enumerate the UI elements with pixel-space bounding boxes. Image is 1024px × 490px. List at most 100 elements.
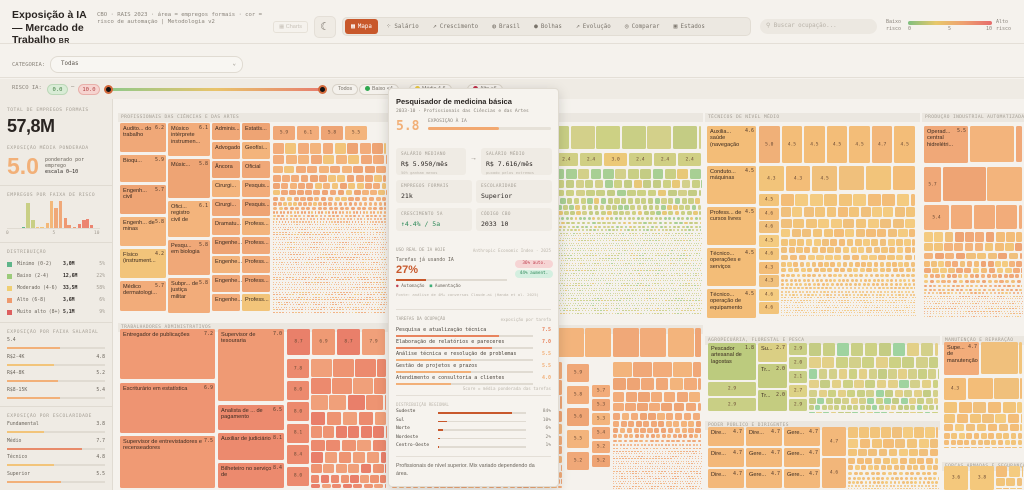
treemap-tile[interactable] xyxy=(668,217,671,220)
treemap-tile[interactable] xyxy=(582,268,583,269)
treemap-tile[interactable] xyxy=(286,259,288,260)
treemap-tile[interactable] xyxy=(314,272,315,273)
treemap-tile[interactable] xyxy=(303,287,304,288)
occupation-tile[interactable]: Adminis... xyxy=(212,123,240,140)
treemap-tile[interactable] xyxy=(276,304,277,305)
treemap-tile[interactable] xyxy=(597,240,599,241)
treemap-tile[interactable] xyxy=(331,294,333,295)
treemap-tile[interactable] xyxy=(668,198,673,204)
treemap-tile[interactable] xyxy=(609,233,611,234)
treemap-tile[interactable] xyxy=(669,226,672,228)
treemap-tile[interactable] xyxy=(360,143,371,154)
treemap-tile[interactable] xyxy=(321,234,323,235)
treemap-tile[interactable] xyxy=(614,198,619,204)
treemap-tile[interactable] xyxy=(590,250,591,251)
treemap-tile[interactable] xyxy=(640,238,641,239)
treemap-tile[interactable] xyxy=(576,268,577,269)
treemap-tile[interactable] xyxy=(641,265,642,266)
treemap-tile[interactable] xyxy=(640,235,641,236)
treemap-tile[interactable] xyxy=(382,262,383,263)
treemap-tile[interactable] xyxy=(383,287,384,288)
treemap-tile[interactable] xyxy=(322,284,323,285)
treemap-tile[interactable] xyxy=(647,268,648,269)
treemap-tile[interactable] xyxy=(345,247,346,248)
treemap-tile[interactable] xyxy=(376,282,377,283)
treemap-tile[interactable] xyxy=(300,197,305,201)
treemap-tile[interactable] xyxy=(570,275,571,276)
treemap-tile[interactable] xyxy=(370,232,372,233)
treemap-tile[interactable] xyxy=(336,215,339,217)
occupation-tile[interactable]: Auxiliar de judiciário 8.1 xyxy=(218,433,284,460)
treemap-tile[interactable] xyxy=(334,242,335,243)
treemap-tile[interactable] xyxy=(584,265,585,266)
treemap-tile[interactable] xyxy=(361,234,363,235)
treemap-tile[interactable] xyxy=(322,247,323,248)
treemap-tile[interactable] xyxy=(348,155,359,164)
treemap-tile[interactable] xyxy=(606,263,607,264)
treemap-tile[interactable] xyxy=(682,198,687,204)
treemap-tile[interactable] xyxy=(357,242,358,243)
treemap-tile[interactable] xyxy=(294,299,296,300)
treemap-tile[interactable] xyxy=(285,287,286,288)
treemap-tile[interactable] xyxy=(632,275,633,276)
treemap-tile[interactable] xyxy=(338,224,339,225)
treemap-tile[interactable] xyxy=(699,240,701,241)
treemap-tile[interactable] xyxy=(353,452,365,462)
treemap-tile[interactable] xyxy=(333,264,334,265)
treemap-tile[interactable] xyxy=(680,248,681,249)
treemap-tile[interactable] xyxy=(293,304,294,305)
treemap-tile[interactable] xyxy=(613,275,614,276)
treemap-tile[interactable] xyxy=(312,237,313,238)
treemap-tile[interactable] xyxy=(282,239,283,240)
treemap-tile[interactable] xyxy=(285,267,286,268)
treemap-tile[interactable] xyxy=(355,292,356,293)
treemap-tile[interactable] xyxy=(278,239,279,240)
treemap-tile[interactable] xyxy=(574,245,575,246)
treemap-tile[interactable] xyxy=(321,272,322,273)
treemap-tile[interactable] xyxy=(348,274,349,275)
treemap-tile[interactable] xyxy=(360,239,361,240)
treemap-tile[interactable] xyxy=(320,284,321,285)
treemap-tile[interactable] xyxy=(374,378,386,394)
treemap-tile[interactable] xyxy=(292,302,293,303)
treemap-tile[interactable] xyxy=(302,224,303,225)
treemap-tile[interactable] xyxy=(365,287,366,288)
treemap-tile[interactable] xyxy=(684,222,688,225)
occupation-tile[interactable]: Engenhe... xyxy=(212,237,240,254)
treemap-tile[interactable] xyxy=(292,294,294,295)
treemap-tile[interactable] xyxy=(287,267,288,268)
treemap-tile[interactable] xyxy=(587,198,592,204)
treemap-tile[interactable] xyxy=(359,237,360,238)
treemap-tile[interactable] xyxy=(285,299,287,300)
treemap-tile[interactable] xyxy=(633,273,634,274)
treemap-tile[interactable] xyxy=(605,253,606,254)
treemap-tile[interactable] xyxy=(299,267,300,268)
treemap-tile[interactable] xyxy=(382,237,383,238)
treemap-tile[interactable] xyxy=(643,229,645,231)
treemap-tile[interactable] xyxy=(580,258,582,259)
treemap-tile[interactable] xyxy=(654,238,655,239)
treemap-tile[interactable] xyxy=(663,268,664,269)
treemap-tile[interactable] xyxy=(583,263,584,264)
treemap-tile[interactable] xyxy=(621,240,623,241)
treemap-tile[interactable] xyxy=(300,282,301,283)
treemap-tile[interactable] xyxy=(306,267,307,268)
treemap-tile[interactable] xyxy=(317,259,319,260)
treemap-tile[interactable] xyxy=(309,299,311,300)
treemap-tile[interactable] xyxy=(649,278,650,279)
treemap-tile[interactable] xyxy=(331,277,333,278)
treemap-tile[interactable] xyxy=(273,282,274,283)
treemap-tile[interactable] xyxy=(297,234,299,235)
treemap-tile[interactable] xyxy=(287,262,288,263)
treemap-tile[interactable] xyxy=(336,259,338,260)
treemap-tile[interactable] xyxy=(362,302,363,303)
treemap-tile[interactable] xyxy=(300,307,301,308)
treemap-tile[interactable] xyxy=(325,274,326,275)
treemap-tile[interactable] xyxy=(352,221,353,222)
treemap-tile[interactable] xyxy=(348,299,350,300)
treemap-tile[interactable] xyxy=(356,239,357,240)
treemap-tile[interactable] xyxy=(283,237,284,238)
treemap-tile[interactable] xyxy=(584,270,585,271)
treemap-tile[interactable] xyxy=(340,292,341,293)
treemap-tile[interactable] xyxy=(670,265,671,266)
